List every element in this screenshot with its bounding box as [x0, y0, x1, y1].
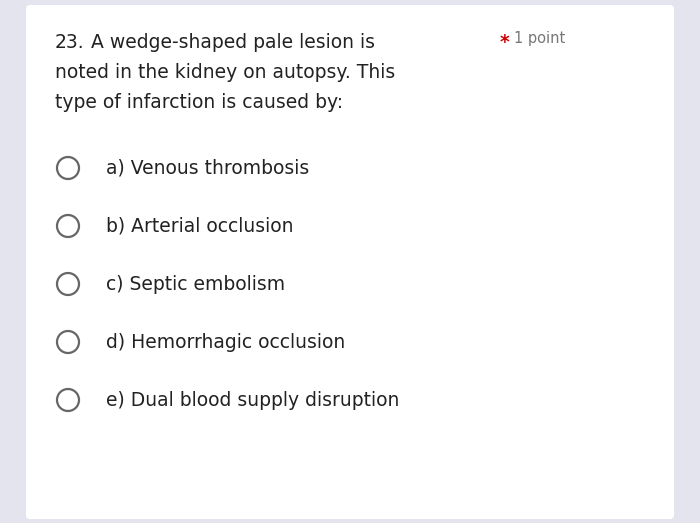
- Circle shape: [57, 273, 79, 295]
- Text: 1 point: 1 point: [514, 31, 566, 46]
- Text: d) Hemorrhagic occlusion: d) Hemorrhagic occlusion: [106, 333, 345, 351]
- Text: A wedge-shaped pale lesion is: A wedge-shaped pale lesion is: [91, 33, 375, 52]
- Text: 23.: 23.: [55, 33, 85, 52]
- Circle shape: [57, 389, 79, 411]
- Text: type of infarction is caused by:: type of infarction is caused by:: [55, 93, 343, 112]
- Text: e) Dual blood supply disruption: e) Dual blood supply disruption: [106, 391, 400, 410]
- Text: *: *: [500, 33, 510, 52]
- Text: c) Septic embolism: c) Septic embolism: [106, 275, 285, 293]
- Circle shape: [57, 215, 79, 237]
- Circle shape: [57, 331, 79, 353]
- Text: noted in the kidney on autopsy. This: noted in the kidney on autopsy. This: [55, 63, 395, 82]
- Circle shape: [57, 157, 79, 179]
- FancyBboxPatch shape: [26, 5, 674, 519]
- Text: b) Arterial occlusion: b) Arterial occlusion: [106, 217, 293, 235]
- Text: a) Venous thrombosis: a) Venous thrombosis: [106, 158, 309, 177]
